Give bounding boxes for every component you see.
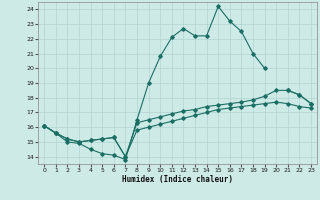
X-axis label: Humidex (Indice chaleur): Humidex (Indice chaleur) [122, 175, 233, 184]
